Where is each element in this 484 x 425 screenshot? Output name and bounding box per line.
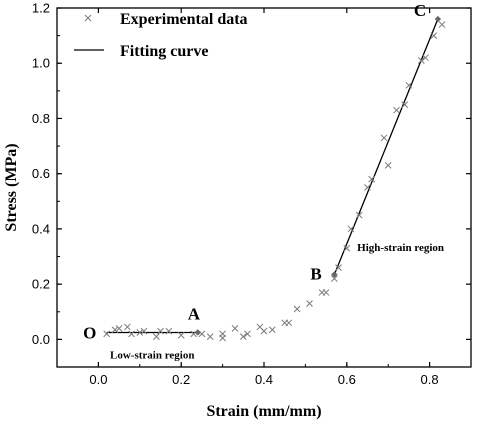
y-tick-label: 0.0 [32, 332, 50, 347]
x-tick-label: 0.6 [338, 372, 356, 387]
annotation-label: O [83, 323, 96, 342]
data-point [111, 326, 119, 334]
data-point [153, 333, 160, 340]
y-tick-label: 0.6 [32, 166, 50, 181]
data-point [231, 324, 239, 332]
data-point [124, 323, 131, 331]
data-point [347, 225, 355, 233]
data-point [157, 327, 164, 335]
data-point [293, 305, 301, 313]
data-point [380, 134, 388, 142]
data-point [244, 330, 251, 338]
key-point-marker [434, 15, 442, 23]
y-tick-label: 0.8 [32, 111, 50, 126]
x-axis-title: Strain (mm/mm) [206, 403, 321, 420]
series-layer [103, 15, 446, 342]
annotation-label: B [310, 264, 321, 283]
data-point [239, 333, 247, 340]
data-point [384, 162, 392, 169]
annotation-label: A [188, 304, 201, 323]
data-point [364, 184, 371, 191]
data-point [140, 327, 148, 335]
data-point [268, 326, 276, 334]
data-point [306, 300, 313, 307]
data-point [260, 327, 268, 335]
plot-frame [56, 7, 472, 368]
data-point [393, 106, 400, 114]
x-tick-label: 0.8 [421, 372, 439, 387]
y-tick-label: 1.0 [32, 56, 50, 71]
annotation-label: High-strain region [357, 242, 444, 254]
legend: Experimental data Fitting curve [74, 11, 248, 60]
data-point [128, 330, 135, 338]
key-point-marker [331, 271, 338, 278]
annotation-label: Low-strain region [110, 350, 194, 362]
data-point [417, 57, 425, 64]
data-point [136, 329, 144, 336]
annotation-label: C [414, 1, 426, 20]
data-point [405, 81, 413, 89]
fit-line-segment [333, 18, 439, 275]
data-point [422, 54, 429, 62]
legend-label-experimental: Experimental data [120, 11, 248, 28]
x-tick-label: 0.4 [255, 372, 273, 387]
data-point [331, 275, 338, 282]
data-point [165, 327, 173, 335]
data-point [438, 21, 446, 28]
data-point [219, 330, 226, 338]
data-point [368, 175, 375, 183]
legend-label-fit: Fitting curve [120, 43, 208, 60]
data-point [335, 264, 342, 271]
key-point-marker [194, 329, 201, 336]
y-tick-label: 1.2 [32, 1, 50, 16]
data-point [206, 333, 214, 340]
data-point [285, 319, 293, 327]
data-point [322, 289, 330, 296]
legend-marker-experimental [84, 14, 92, 22]
data-point [401, 101, 409, 109]
x-tick-label: 0.0 [89, 372, 107, 387]
data-point [103, 330, 111, 338]
y-axis: 0.0 0.2 0.4 0.6 0.8 1.0 1.2 [32, 1, 471, 368]
plot-area [56, 7, 472, 368]
y-axis-title: Stress (MPa) [3, 143, 20, 231]
y-tick-label: 0.2 [32, 277, 50, 292]
data-point [177, 331, 185, 339]
data-point [343, 244, 351, 252]
data-point [430, 32, 438, 39]
y-tick-label: 0.4 [32, 221, 50, 236]
data-point [115, 324, 123, 332]
x-tick-label: 0.2 [172, 372, 190, 387]
data-point [355, 211, 363, 219]
annotations: O A B C Low-strain region High-strain region [83, 1, 444, 362]
x-axis: 0.0 0.2 0.4 0.6 0.8 [56, 8, 472, 387]
